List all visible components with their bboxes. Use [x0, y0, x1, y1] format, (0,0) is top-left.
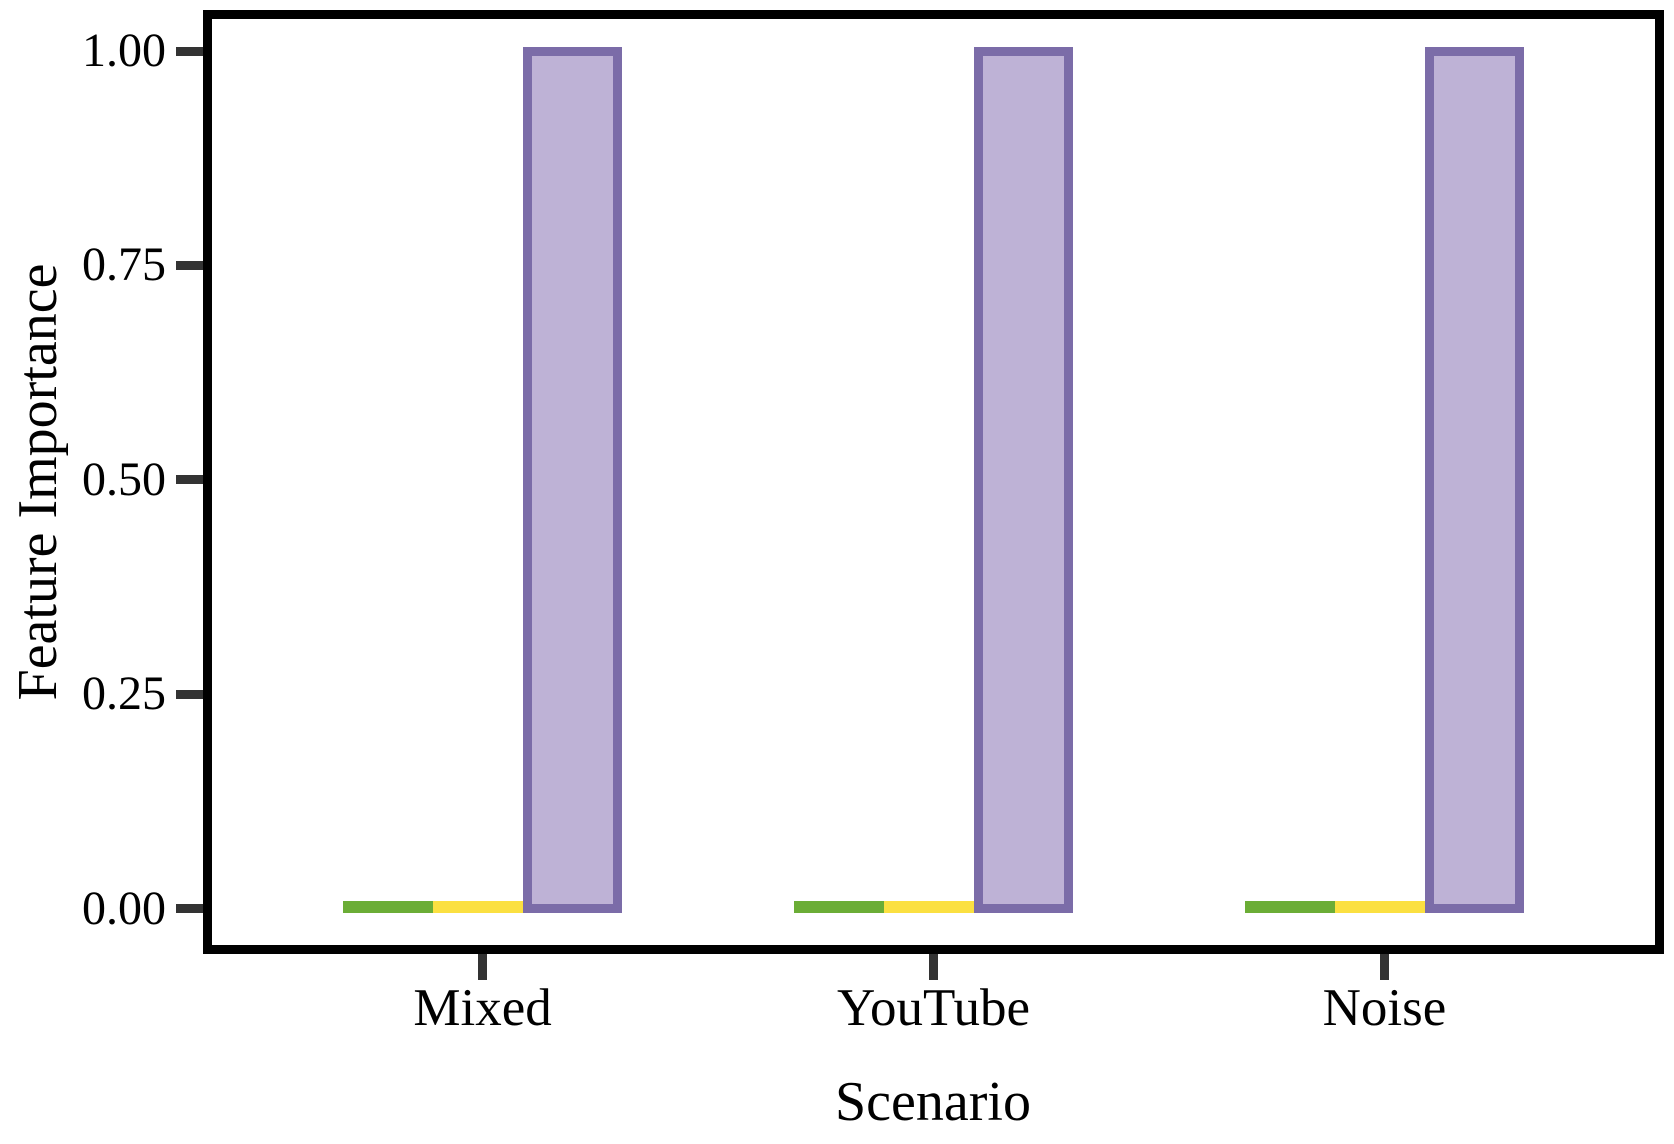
x-tick-mark: [1379, 954, 1389, 980]
bar-youtube-purple-series: [974, 46, 1074, 913]
x-tick-label: YouTube: [836, 979, 1030, 1037]
bar-youtube-yellow-series: [883, 901, 984, 913]
y-tick-mark: [176, 904, 203, 913]
bar-mixed-yellow-series: [432, 901, 533, 913]
y-tick-mark: [176, 475, 203, 485]
y-tick-label: 0.75: [82, 238, 166, 292]
bar-fill-mixed-purple-series: [532, 55, 614, 904]
plot-panel: [203, 10, 1664, 954]
bar-mixed-purple-series: [523, 46, 623, 913]
bar-noise-green-series: [1244, 901, 1344, 913]
y-tick-label: 0.50: [82, 452, 166, 506]
x-tick-mark: [478, 954, 488, 980]
y-tick-mark: [176, 260, 203, 270]
x-tick-label: Mixed: [413, 979, 552, 1037]
y-tick-label: 0.00: [82, 881, 166, 935]
y-tick-label: 1.00: [82, 24, 166, 77]
y-tick-mark: [176, 689, 203, 699]
bar-noise-yellow-series: [1334, 901, 1435, 913]
bar-fill-youtube-purple-series: [983, 55, 1065, 904]
bar-youtube-green-series: [793, 901, 893, 913]
x-axis-title: Scenario: [835, 1071, 1031, 1133]
bar-fill-noise-purple-series: [1434, 55, 1516, 904]
x-tick-label: Noise: [1322, 979, 1447, 1037]
y-tick-label: 0.25: [82, 667, 166, 721]
bar-mixed-green-series: [342, 901, 442, 913]
bar-noise-purple-series: [1425, 46, 1525, 913]
y-tick-mark: [176, 46, 203, 56]
x-tick-mark: [929, 954, 938, 980]
